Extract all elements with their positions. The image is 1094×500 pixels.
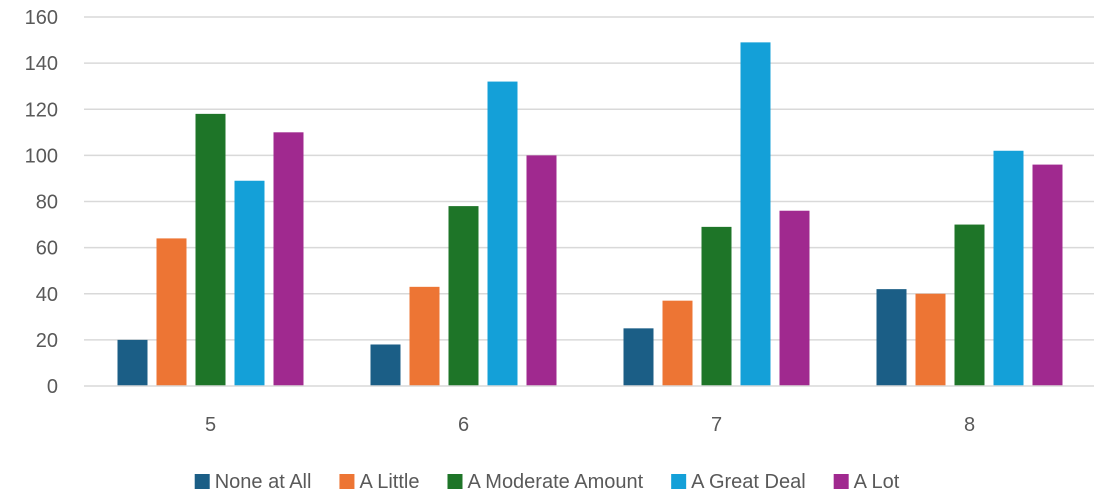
legend-label-a-lot: A Lot [854,471,900,493]
legend-swatch-a-great-deal [671,474,687,489]
y-tick-label: 160 [25,7,58,29]
bar-a-little-7 [662,300,693,386]
legend-label-a-little: A Little [359,471,419,493]
bar-a-lot-8 [1032,164,1063,386]
bar-a-moderate-amount-7 [701,226,732,386]
y-axis-ticks: 0 20 40 60 80 100 120 140 160 [25,7,58,398]
bar-a-little-6 [409,286,440,386]
x-category-label: 8 [964,414,975,436]
legend-label-a-moderate-amount: A Moderate Amount [467,471,643,493]
legend-swatch-a-lot [833,474,849,489]
bar-a-lot-5 [273,132,304,386]
y-tick-label: 20 [36,330,58,352]
y-tick-label: 40 [36,284,58,306]
bar-none-at-all-8 [876,289,907,386]
bar-a-lot-6 [526,155,557,386]
y-tick-label: 100 [25,145,58,167]
bar-a-great-deal-7 [740,42,771,387]
y-tick-label: 60 [36,238,58,260]
legend-swatch-a-moderate-amount [447,474,463,489]
bar-a-little-5 [156,238,187,386]
x-axis-categories: 5 6 7 8 [205,414,975,436]
bar-a-little-8 [915,293,946,386]
bar-none-at-all-6 [370,344,401,386]
legend-label-a-great-deal: A Great Deal [691,471,806,493]
x-category-label: 7 [711,414,722,436]
bar-a-lot-7 [779,210,810,386]
bar-none-at-all-5 [117,339,148,386]
bar-none-at-all-7 [623,328,654,386]
x-category-label: 6 [458,414,469,436]
bar-a-great-deal-6 [487,81,518,386]
bar-a-moderate-amount-8 [954,224,985,386]
legend: None at All A Little A Moderate Amount A Gr… [194,471,900,493]
y-tick-label: 120 [25,99,58,121]
y-tick-label: 0 [47,376,58,398]
bar-a-moderate-amount-5 [195,113,226,387]
x-category-label: 5 [205,414,216,436]
y-tick-label: 140 [25,53,58,75]
bar-a-moderate-amount-6 [448,206,479,386]
legend-swatch-a-little [339,474,355,489]
legend-swatch-none-at-all [194,474,210,489]
bar-a-great-deal-5 [234,180,265,386]
bar-a-great-deal-8 [993,150,1024,386]
legend-label-none-at-all: None at All [215,471,312,493]
bars [117,42,1063,387]
y-tick-label: 80 [36,192,58,214]
